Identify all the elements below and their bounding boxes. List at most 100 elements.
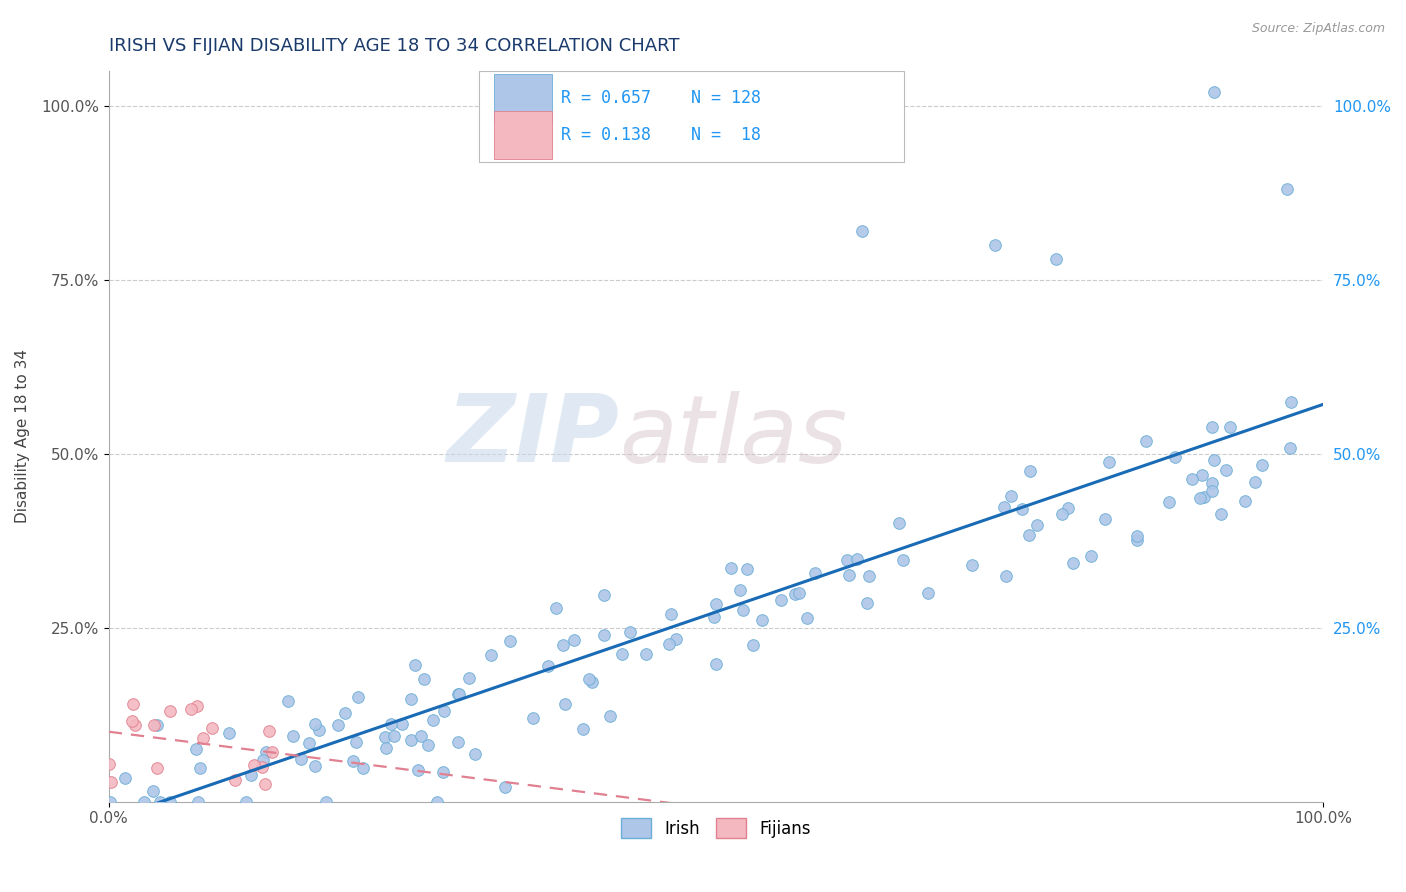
Point	[751, 613, 773, 627]
Point	[785, 587, 807, 601]
Point	[1234, 494, 1257, 508]
Point	[1189, 491, 1212, 506]
Point	[1011, 501, 1033, 516]
Point	[1218, 420, 1240, 434]
Text: Source: ZipAtlas.com: Source: ZipAtlas.com	[1251, 22, 1385, 36]
Point	[1126, 533, 1149, 548]
Point	[142, 718, 165, 732]
Point	[315, 795, 337, 809]
Point	[1181, 472, 1204, 486]
Point	[252, 753, 274, 767]
Point	[796, 611, 818, 625]
Point	[846, 551, 869, 566]
Point	[405, 657, 427, 672]
Point	[422, 713, 444, 727]
Point	[803, 566, 825, 580]
Point	[733, 603, 755, 617]
Point	[1062, 556, 1084, 570]
Point	[149, 795, 172, 809]
Point	[993, 500, 1015, 514]
Point	[124, 718, 146, 732]
Point	[742, 638, 765, 652]
Point	[787, 586, 810, 600]
Point	[98, 757, 121, 772]
Point	[352, 761, 374, 775]
Point	[1201, 475, 1223, 490]
Point	[720, 561, 742, 575]
Point	[960, 558, 983, 573]
Point	[593, 588, 616, 602]
Point	[449, 688, 471, 702]
Point	[333, 706, 356, 720]
Point	[447, 735, 470, 749]
Point	[457, 671, 479, 685]
Point	[1275, 182, 1298, 196]
Point	[612, 647, 634, 661]
Point	[346, 690, 368, 704]
Point	[426, 795, 449, 809]
Point	[562, 633, 585, 648]
Point	[769, 593, 792, 607]
Point	[499, 634, 522, 648]
Point	[432, 764, 454, 779]
Point	[1135, 434, 1157, 449]
FancyBboxPatch shape	[494, 74, 553, 121]
Point	[98, 795, 121, 809]
Point	[413, 672, 436, 686]
Point	[250, 759, 273, 773]
Point	[995, 568, 1018, 582]
Point	[374, 730, 396, 744]
Point	[1025, 518, 1047, 533]
Point	[218, 725, 240, 739]
Text: atlas: atlas	[619, 391, 848, 482]
Point	[201, 721, 224, 735]
Point	[1000, 489, 1022, 503]
Point	[298, 736, 321, 750]
Point	[703, 609, 725, 624]
Point	[399, 733, 422, 747]
Point	[1052, 508, 1074, 522]
Point	[571, 722, 593, 736]
Point	[891, 553, 914, 567]
Point	[619, 624, 641, 639]
Point	[191, 731, 214, 745]
Point	[851, 224, 873, 238]
Point	[578, 672, 600, 686]
Point	[917, 586, 939, 600]
Point	[554, 697, 576, 711]
Point	[146, 761, 169, 775]
Point	[735, 562, 758, 576]
Point	[1157, 495, 1180, 509]
Point	[664, 632, 686, 647]
Point	[494, 780, 516, 795]
Point	[537, 659, 560, 673]
Point	[259, 724, 281, 739]
Point	[599, 708, 621, 723]
Text: R = 0.138    N =  18: R = 0.138 N = 18	[561, 126, 761, 144]
Point	[1204, 453, 1226, 467]
Legend: Irish, Fijians: Irish, Fijians	[614, 812, 818, 845]
Point	[243, 758, 266, 772]
Point	[479, 648, 502, 662]
Point	[544, 601, 567, 615]
Y-axis label: Disability Age 18 to 34: Disability Age 18 to 34	[15, 349, 30, 524]
Point	[984, 237, 1007, 252]
Point	[235, 795, 257, 809]
Point	[432, 704, 454, 718]
Point	[304, 759, 326, 773]
Point	[382, 729, 405, 743]
Point	[308, 723, 330, 737]
Point	[1244, 475, 1267, 489]
Point	[100, 775, 122, 789]
Point	[380, 717, 402, 731]
Point	[1191, 468, 1213, 483]
Point	[1045, 252, 1067, 266]
Point	[728, 582, 751, 597]
Point	[186, 699, 208, 714]
Point	[328, 717, 350, 731]
Point	[1094, 512, 1116, 526]
Point	[1164, 450, 1187, 464]
Point	[858, 568, 880, 582]
Point	[1202, 85, 1225, 99]
Point	[180, 701, 202, 715]
